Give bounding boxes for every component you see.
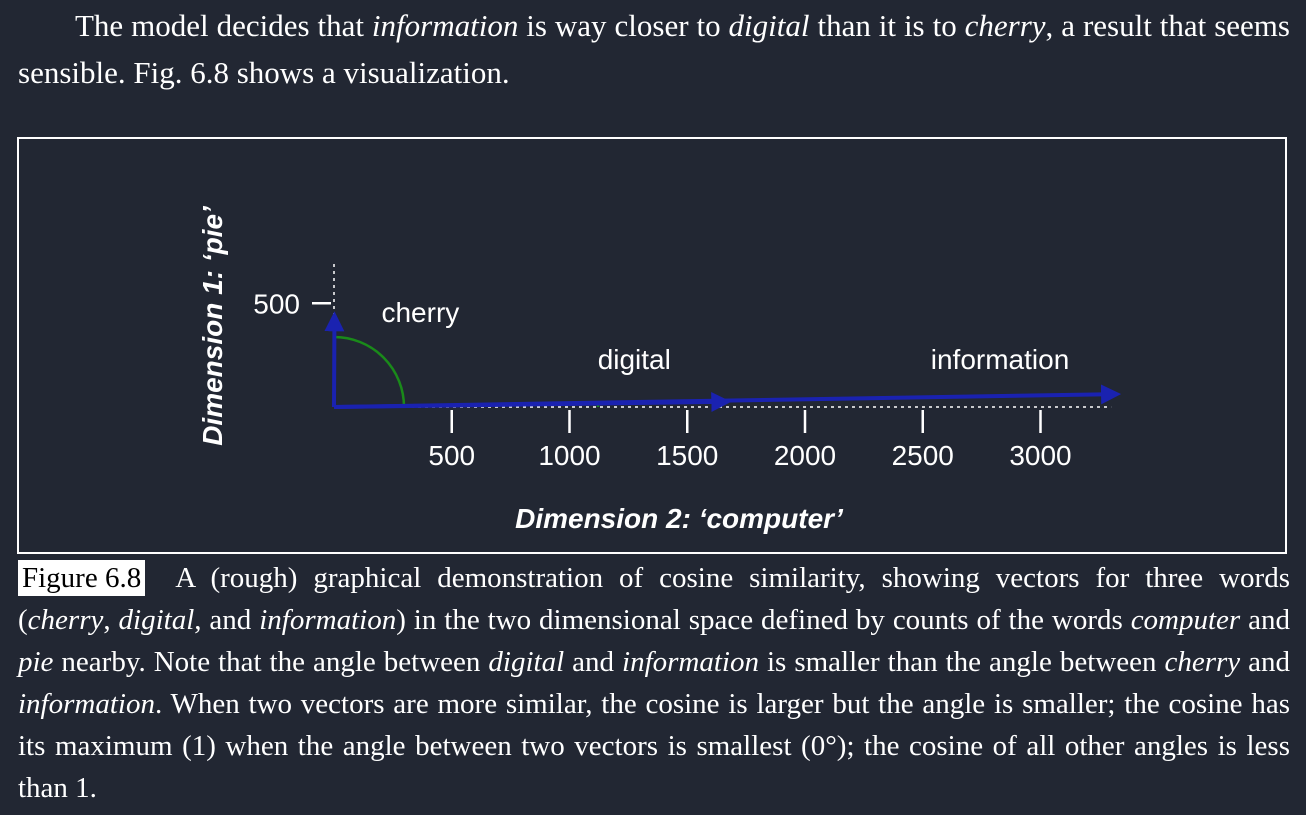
vector-label-digital: digital [598, 344, 671, 375]
intro-paragraph: The model decides that information is wa… [18, 8, 1290, 90]
vector-label-information: information [931, 344, 1070, 375]
y-tick-label-500: 500 [253, 288, 300, 319]
x-tick-label-500: 500 [428, 440, 475, 471]
vector-information [333, 384, 1122, 409]
figure-caption: Figure 6.8 A (rough) graphical demonstrat… [18, 560, 1291, 804]
x-axis-label: Dimension 2: ‘computer’ [515, 503, 844, 534]
x-tick-label-2000: 2000 [774, 440, 836, 471]
x-tick-label-2500: 2500 [892, 440, 954, 471]
x-tick-label-1500: 1500 [656, 440, 718, 471]
word-digital: digital [728, 8, 810, 43]
y-axis-label: Dimension 1: ‘pie’ [197, 205, 228, 446]
angle-arc-cherry [334, 335, 406, 408]
vector-chart: 500 1000 1500 2000 2500 3000 500 cherry digital… [197, 205, 1122, 534]
x-tick-label-1000: 1000 [538, 440, 600, 471]
figure-label: Figure 6.8 [18, 560, 146, 596]
word-information: information [371, 8, 519, 43]
figure-frame: 500 1000 1500 2000 2500 3000 500 cherry digital… [17, 137, 1287, 554]
x-tick-label-3000: 3000 [1009, 440, 1071, 471]
word-cherry: cherry [964, 8, 1046, 43]
vector-label-cherry: cherry [381, 297, 459, 328]
